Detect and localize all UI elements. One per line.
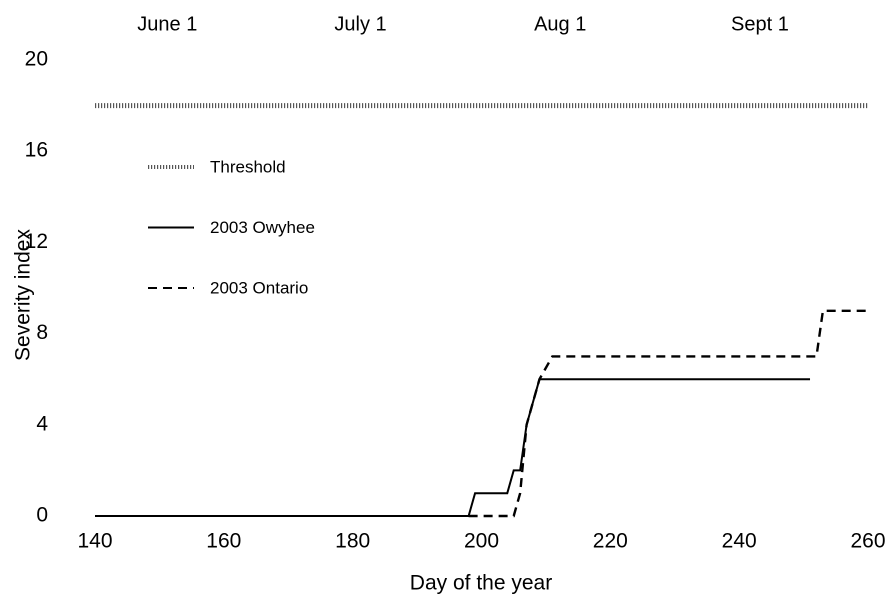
- y-tick-label: 20: [25, 48, 48, 71]
- legend-label: 2003 Ontario: [210, 278, 308, 297]
- x-tick-label: 180: [335, 530, 370, 553]
- top-tick-label: June 1: [137, 13, 197, 35]
- legend-label: Threshold: [210, 157, 286, 176]
- y-axis-title: Severity index: [12, 229, 35, 361]
- y-tick-label: 4: [36, 412, 48, 435]
- x-tick-label: 240: [722, 530, 757, 553]
- top-tick-label: Aug 1: [534, 13, 586, 35]
- y-tick-label: 0: [36, 504, 48, 527]
- x-tick-label: 160: [206, 530, 241, 553]
- x-tick-label: 260: [850, 530, 885, 553]
- x-axis-title: Day of the year: [410, 572, 552, 595]
- y-tick-label: 8: [36, 321, 48, 344]
- series-line: [95, 378, 811, 517]
- y-tick-label: 16: [25, 139, 48, 162]
- x-tick-label: 140: [77, 530, 112, 553]
- y-tick-label: 12: [25, 230, 48, 253]
- top-tick-label: July 1: [334, 13, 386, 35]
- legend-label: 2003 Owyhee: [210, 218, 315, 237]
- x-tick-label: 220: [593, 530, 628, 553]
- top-tick-label: Sept 1: [731, 13, 789, 35]
- series-line: [468, 309, 868, 518]
- x-tick-label: 200: [464, 530, 499, 553]
